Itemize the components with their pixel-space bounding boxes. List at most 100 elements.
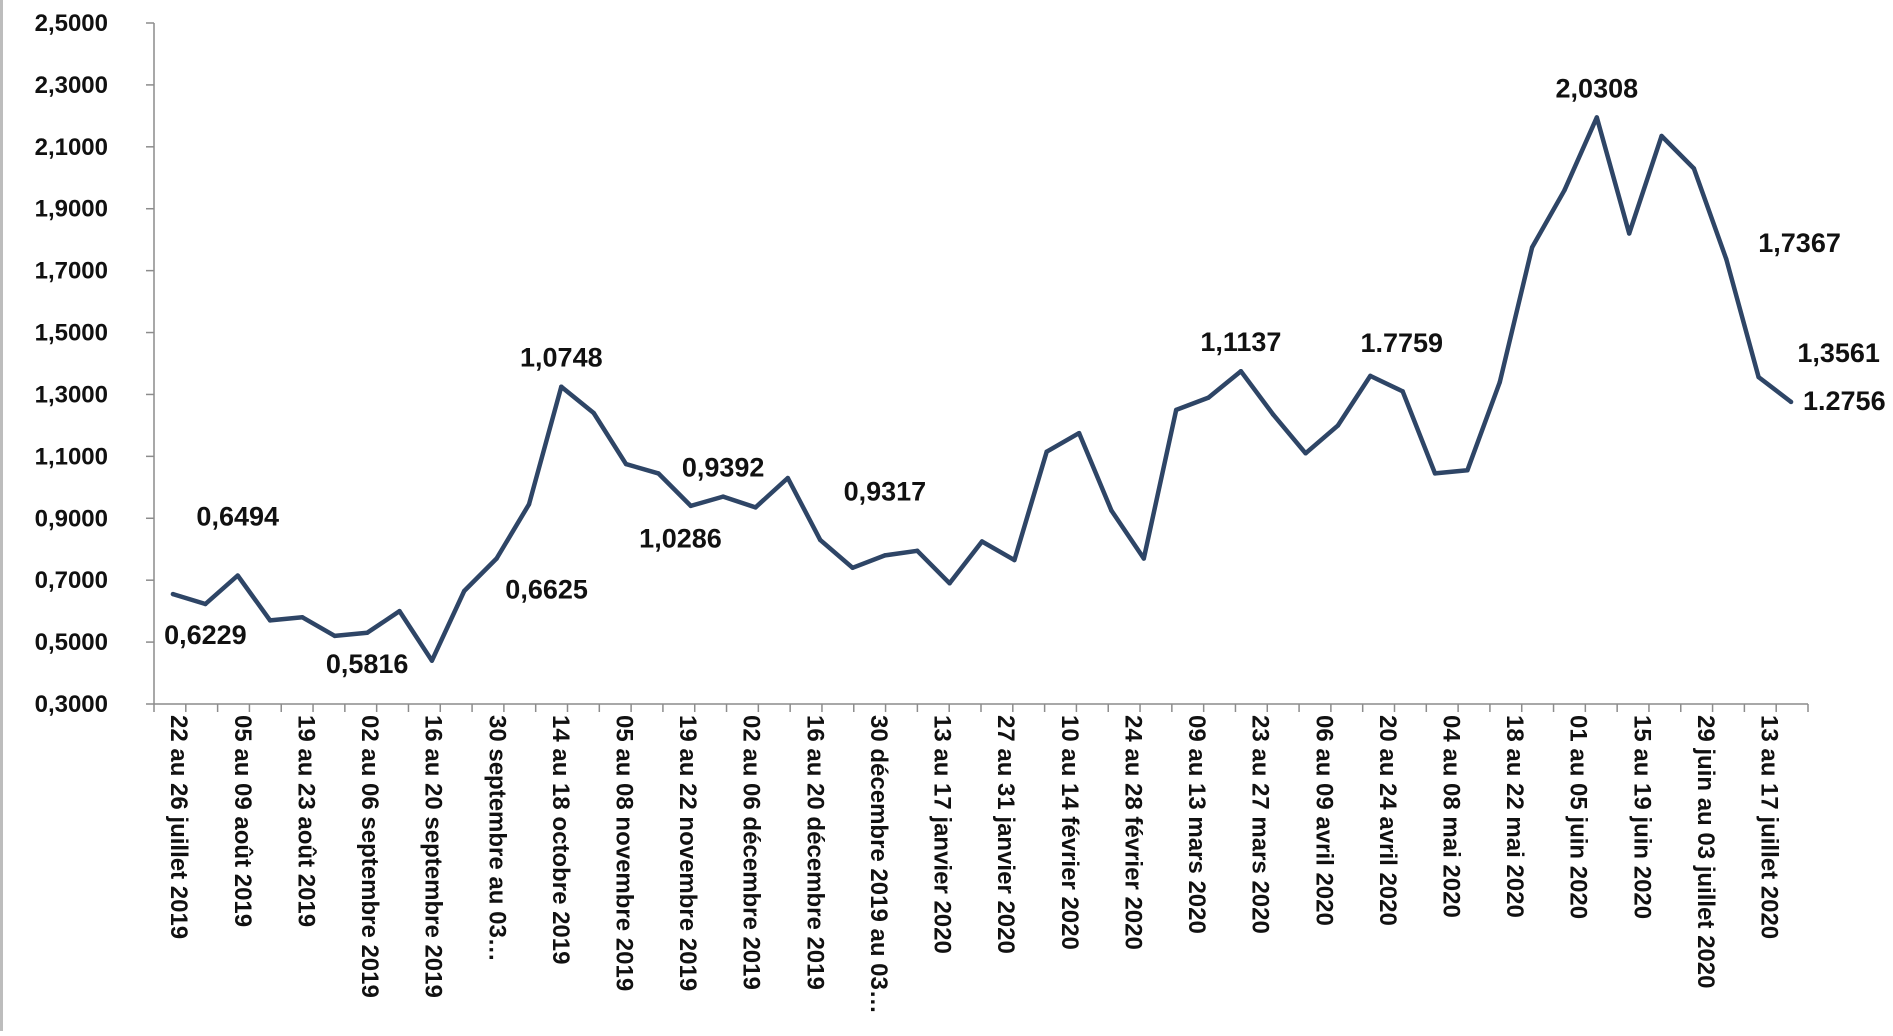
x-tick-label: 30 septembre au 03… — [483, 715, 510, 962]
x-tick-label: 20 au 24 avril 2020 — [1374, 715, 1401, 926]
y-tick-label: 0,7000 — [35, 567, 108, 594]
data-point — [785, 475, 791, 481]
data-point — [1368, 373, 1373, 379]
data-point — [656, 471, 661, 476]
x-tick-label: 01 au 05 juin 2020 — [1565, 715, 1592, 919]
y-tick-label: 0,3000 — [35, 691, 108, 718]
x-tick-label: 05 au 09 août 2019 — [229, 715, 256, 927]
y-tick-label: 1,3000 — [35, 381, 108, 408]
data-point — [1303, 451, 1308, 456]
x-tick-label: 05 au 08 novembre 2019 — [610, 715, 637, 991]
x-tick-label: 19 au 22 novembre 2019 — [674, 715, 701, 991]
data-point — [526, 502, 532, 507]
x-tick-label: 29 juin au 03 juillet 2020 — [1692, 715, 1719, 988]
data-point — [1141, 556, 1147, 561]
x-tick-label: 30 décembre 2019 au 03… — [865, 715, 892, 1014]
data-label: 0,5816 — [326, 649, 409, 679]
data-point — [1562, 187, 1567, 193]
y-tick-label: 1,9000 — [35, 196, 108, 223]
data-point — [1724, 256, 1729, 262]
y-tick-label: 1,7000 — [35, 258, 108, 285]
x-tick-label: 15 au 19 juin 2020 — [1628, 715, 1655, 919]
data-point — [915, 548, 920, 553]
y-tick-label: 0,5000 — [35, 629, 108, 656]
data-point — [203, 601, 208, 607]
data-point — [1044, 449, 1049, 454]
data-point — [1109, 508, 1114, 513]
x-tick-label: 22 au 26 juillet 2019 — [165, 715, 192, 939]
data-point — [1432, 471, 1438, 476]
data-point — [267, 618, 273, 623]
y-tick-label: 1,5000 — [35, 320, 108, 347]
x-tick-label: 02 au 06 septembre 2019 — [356, 715, 383, 998]
data-label: 1,7367 — [1758, 228, 1841, 258]
y-tick-label: 1,1000 — [35, 443, 108, 470]
data-point — [882, 553, 888, 558]
data-label: 0,9317 — [844, 476, 927, 506]
data-point — [850, 565, 855, 570]
data-point — [1529, 245, 1535, 250]
data-point — [1076, 430, 1082, 436]
series-line — [170, 115, 1794, 663]
data-point — [979, 539, 985, 544]
data-point — [429, 658, 435, 663]
data-point — [1627, 231, 1632, 236]
data-point — [1206, 395, 1211, 400]
data-point — [947, 581, 952, 586]
data-label: 1,1137 — [1200, 327, 1281, 357]
x-axis: 22 au 26 juillet 2019 05 au 09 août 2019 1… — [153, 703, 1809, 1014]
data-point — [1788, 399, 1794, 405]
data-point — [720, 494, 726, 499]
x-tick-label: 24 au 28 février 2020 — [1119, 715, 1146, 950]
data-point — [818, 537, 823, 543]
data-label: 2,0308 — [1556, 73, 1639, 103]
data-point — [591, 410, 596, 416]
x-tick-label: 27 au 31 janvier 2020 — [992, 715, 1019, 954]
x-tick-label: 02 au 06 décembre 2019 — [738, 715, 765, 990]
data-point — [1335, 423, 1341, 428]
x-tick-label: 06 au 09 avril 2020 — [1310, 715, 1337, 926]
data-point — [1238, 369, 1244, 374]
data-point — [397, 608, 402, 614]
x-tick-label: 13 au 17 janvier 2020 — [929, 715, 956, 954]
data-point — [494, 556, 499, 561]
data-point — [170, 591, 176, 597]
x-tick-label: 19 au 23 août 2019 — [292, 715, 319, 927]
y-axis: 2,5000 2,3000 2,1000 1,9000 1,7000 1,5000 1,30… — [35, 10, 155, 718]
data-point — [559, 384, 564, 389]
data-point — [364, 630, 370, 636]
x-tick-label: 18 au 22 mai 2020 — [1501, 715, 1528, 918]
data-label: 0,6625 — [505, 575, 588, 605]
x-tick-label: 09 au 13 mars 2020 — [1183, 715, 1210, 934]
x-tick-label: 16 au 20 décembre 2019 — [801, 715, 828, 990]
data-point — [1756, 374, 1761, 380]
data-label: 0,6494 — [196, 502, 279, 532]
data-label: 1.2756 — [1803, 386, 1886, 416]
data-label: 0,9392 — [682, 453, 765, 483]
data-label: 1,3561 — [1797, 338, 1880, 368]
x-tick-label: 16 au 20 septembre 2019 — [420, 715, 447, 998]
data-label: 1,0748 — [520, 343, 603, 373]
data-point — [1465, 468, 1470, 473]
y-tick-label: 2,3000 — [35, 72, 108, 99]
data-label: 1.7759 — [1360, 328, 1443, 358]
x-tick-label: 14 au 18 octobre 2019 — [547, 715, 574, 964]
data-label: 1,0286 — [639, 523, 722, 553]
data-point — [300, 615, 305, 620]
series-layer — [170, 115, 1794, 663]
y-tick-label: 0,9000 — [35, 505, 108, 532]
data-point — [462, 588, 467, 594]
y-tick-label: 2,5000 — [35, 10, 108, 37]
data-point — [1173, 407, 1179, 413]
data-point — [332, 633, 337, 639]
data-point — [1497, 379, 1502, 385]
data-point — [688, 503, 693, 509]
data-point — [753, 505, 758, 510]
data-point — [235, 573, 240, 578]
data-point — [1691, 166, 1697, 171]
data-label: 0,6229 — [164, 620, 247, 650]
x-tick-label: 23 au 27 mars 2020 — [1247, 715, 1274, 934]
data-point — [1012, 557, 1017, 563]
data-point — [623, 461, 629, 467]
